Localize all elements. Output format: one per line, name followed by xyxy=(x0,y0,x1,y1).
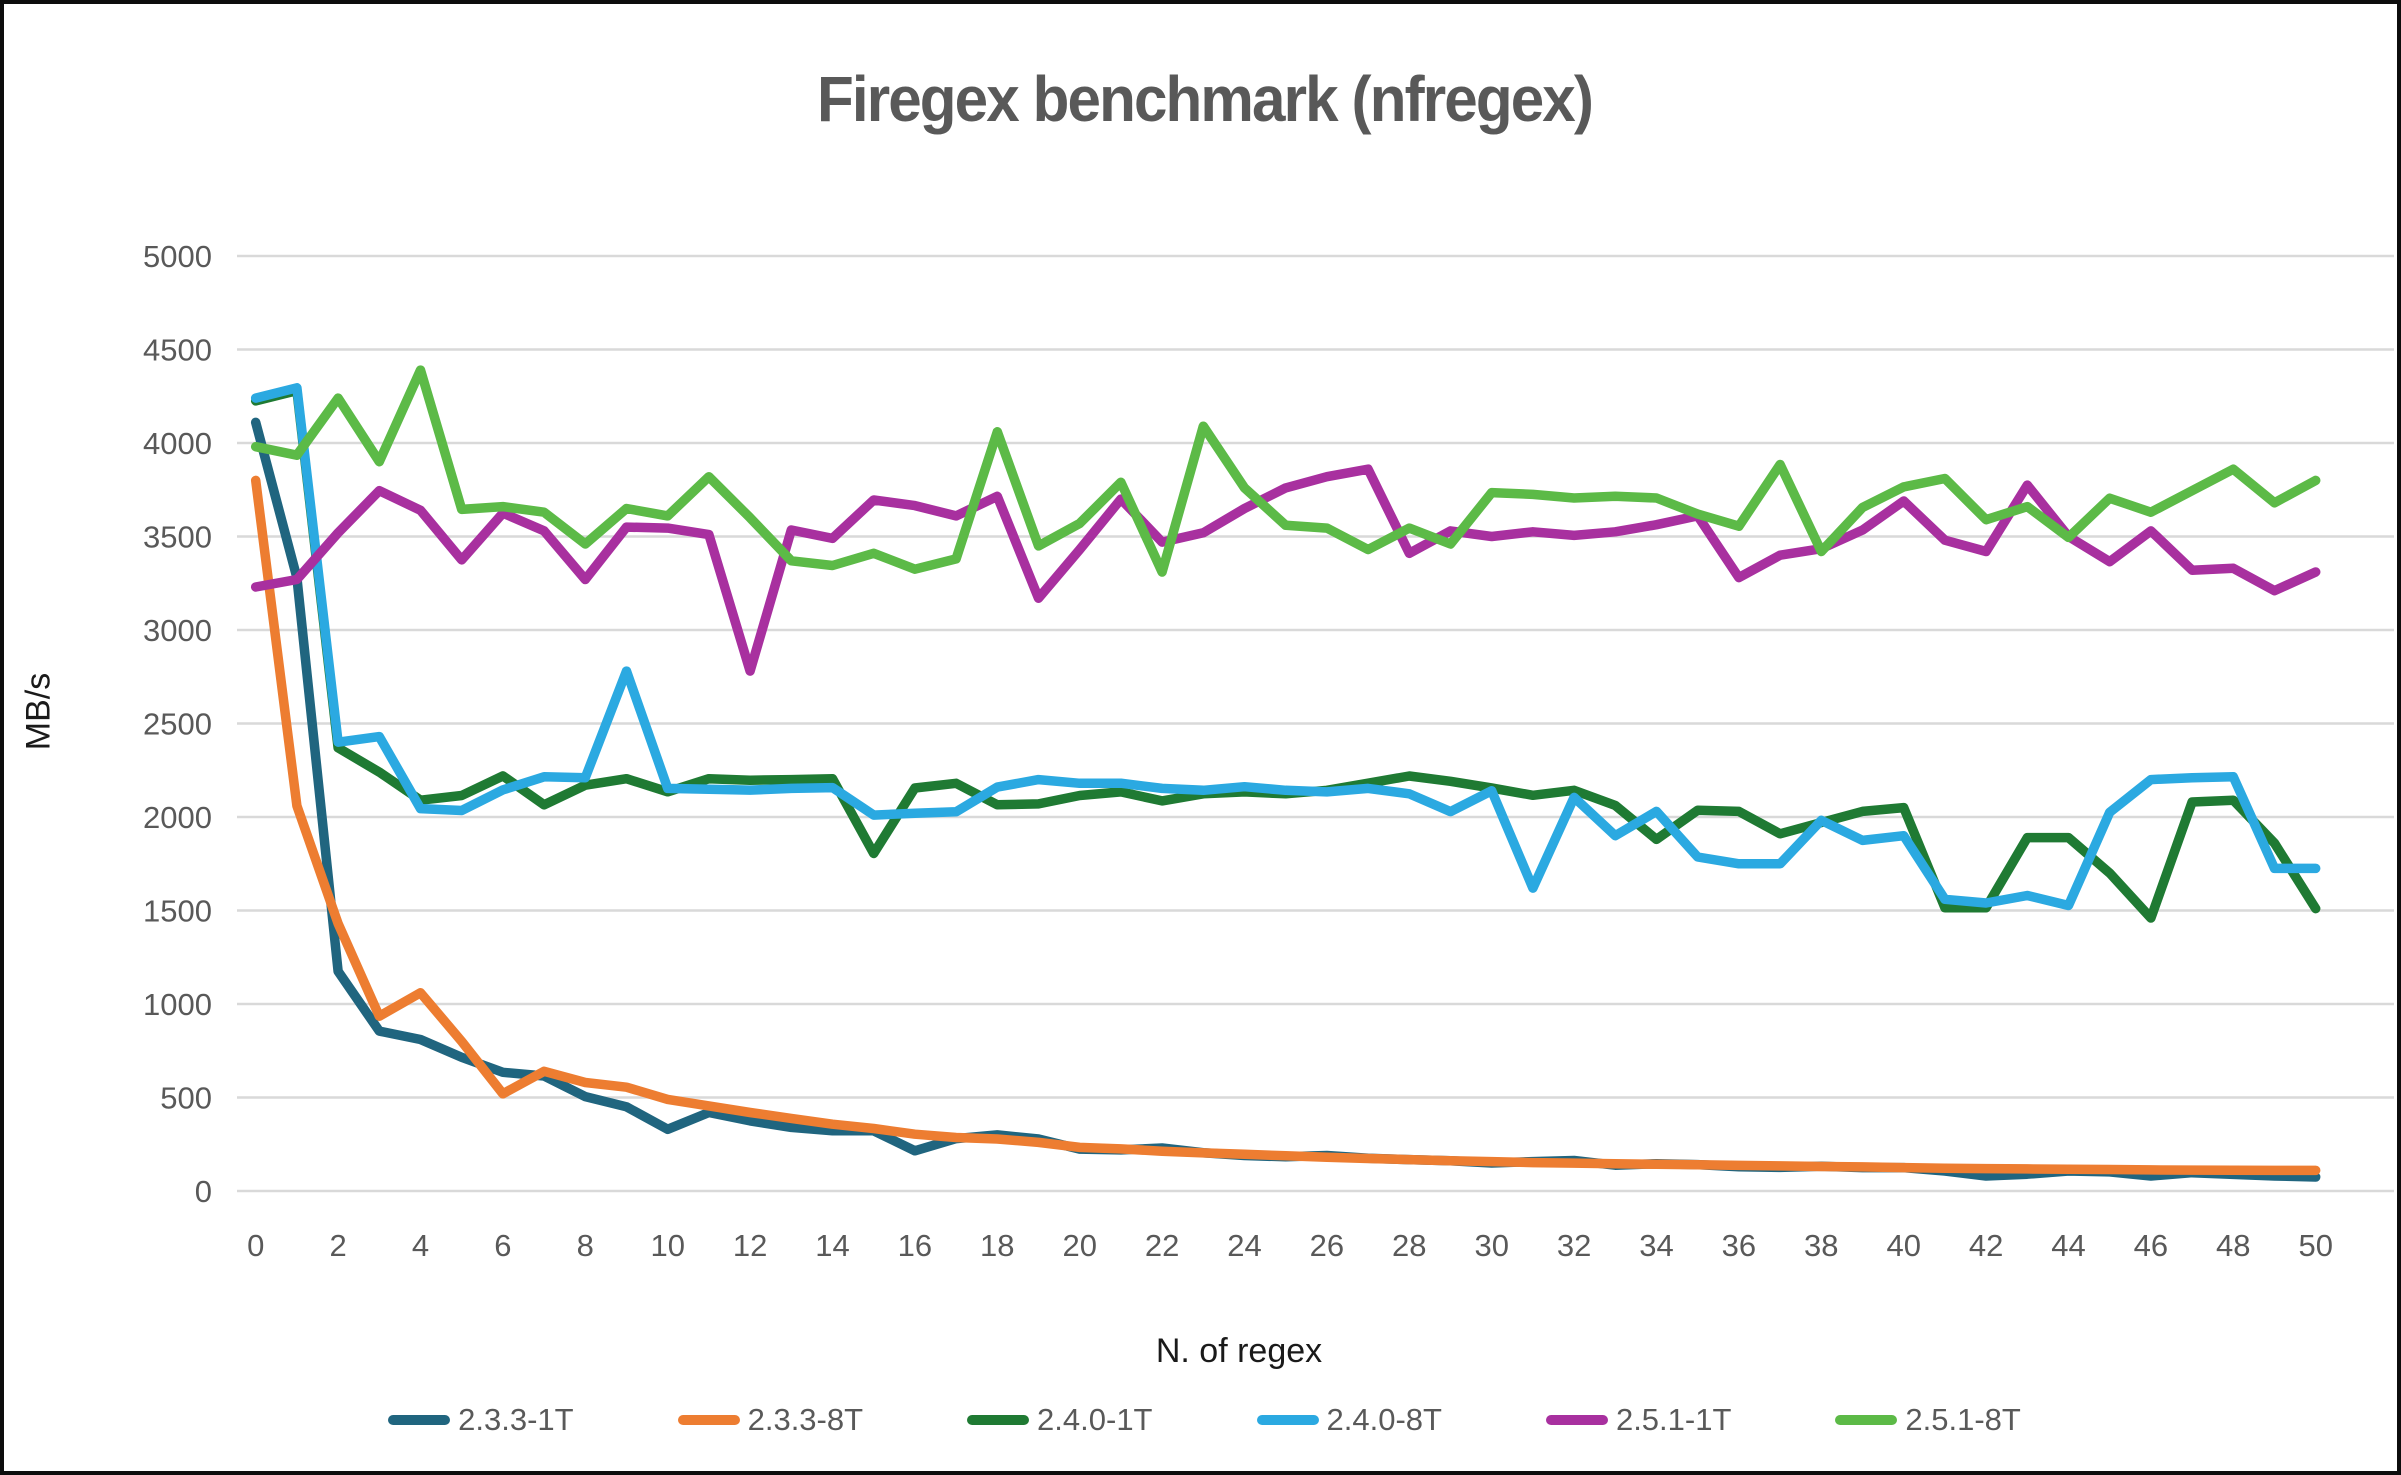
y-tick-label: 1000 xyxy=(143,987,212,1022)
y-tick-label: 2000 xyxy=(143,800,212,835)
legend-label: 2.4.0-8T xyxy=(1326,1402,1442,1437)
series-line-2.5.1-8T xyxy=(250,365,2321,577)
x-tick-label: 6 xyxy=(494,1228,511,1263)
x-tick-label: 32 xyxy=(1557,1228,1591,1263)
x-tick-label: 36 xyxy=(1722,1228,1756,1263)
legend-swatch-icon xyxy=(388,1415,451,1425)
x-tick-label: 2 xyxy=(329,1228,346,1263)
y-tick-label: 4000 xyxy=(143,426,212,461)
legend-item-2.4.0-1T: 2.4.0-1T xyxy=(967,1402,1153,1438)
x-tick-label: 26 xyxy=(1310,1228,1344,1263)
legend-swatch-icon xyxy=(1835,1415,1898,1425)
legend-label: 2.3.3-8T xyxy=(747,1402,864,1437)
legend-swatch-icon xyxy=(1256,1415,1319,1425)
legend-swatch-icon xyxy=(1545,1415,1608,1425)
x-tick-label: 0 xyxy=(247,1228,264,1263)
legend-swatch-icon xyxy=(967,1415,1030,1425)
legend-item-2.3.3-8T: 2.3.3-8T xyxy=(677,1402,864,1438)
x-tick-label: 4 xyxy=(412,1228,429,1263)
legend-item-2.4.0-8T: 2.4.0-8T xyxy=(1256,1402,1442,1438)
x-tick-label: 24 xyxy=(1227,1228,1261,1263)
x-tick-label: 48 xyxy=(2216,1228,2250,1263)
y-axis-title: MB/s xyxy=(19,672,58,751)
legend-item-2.5.1-1T: 2.5.1-1T xyxy=(1545,1402,1732,1438)
y-tick-label: 500 xyxy=(160,1081,212,1116)
x-tick-label: 28 xyxy=(1392,1228,1426,1263)
legend-item-2.3.3-1T: 2.3.3-1T xyxy=(388,1402,574,1438)
x-tick-label: 14 xyxy=(815,1228,849,1263)
legend-swatch-icon xyxy=(677,1415,740,1425)
y-tick-label: 1500 xyxy=(143,894,212,929)
y-tick-label: 3500 xyxy=(143,520,212,555)
x-tick-label: 18 xyxy=(980,1228,1014,1263)
x-tick-label: 20 xyxy=(1062,1228,1096,1263)
legend-label: 2.5.1-8T xyxy=(1905,1402,2021,1437)
y-tick-label: 0 xyxy=(195,1174,212,1209)
x-tick-label: 22 xyxy=(1145,1228,1179,1263)
y-tick-label: 2500 xyxy=(143,707,212,742)
x-tick-label: 12 xyxy=(733,1228,767,1263)
x-tick-label: 46 xyxy=(2134,1228,2168,1263)
y-tick-label: 4500 xyxy=(143,333,212,368)
x-tick-label: 10 xyxy=(650,1228,684,1263)
x-axis-title: N. of regex xyxy=(1155,1332,1323,1370)
legend-label: 2.5.1-1T xyxy=(1615,1402,1732,1437)
x-tick-label: 8 xyxy=(577,1228,594,1263)
series-line-2.3.3-8T xyxy=(250,475,2321,1176)
series-line-2.4.0-8T xyxy=(250,383,2321,911)
x-tick-label: 30 xyxy=(1474,1228,1508,1263)
legend-label: 2.3.3-1T xyxy=(458,1402,574,1437)
x-tick-label: 38 xyxy=(1804,1228,1838,1263)
x-tick-label: 40 xyxy=(1886,1228,1920,1263)
x-tick-label: 50 xyxy=(2298,1228,2332,1263)
chart-title: Firegex benchmark (nfregex) xyxy=(816,63,1594,135)
x-tick-label: 44 xyxy=(2051,1228,2085,1263)
series-line-2.4.0-1T xyxy=(250,385,2321,923)
x-tick-label: 42 xyxy=(1969,1228,2003,1263)
x-tick-label: 34 xyxy=(1639,1228,1673,1263)
legend-label: 2.4.0-1T xyxy=(1037,1402,1153,1437)
series-line-2.5.1-1T xyxy=(250,464,2321,676)
legend-item-2.5.1-8T: 2.5.1-8T xyxy=(1835,1402,2021,1438)
y-tick-label: 3000 xyxy=(143,613,212,648)
legend: 2.3.3-1T 2.3.3-8T 2.4.0-1T 2.4.0-8T 2.5.1-1T… xyxy=(4,1402,2397,1438)
plot-area: 0500100015002000250030003500400045005000… xyxy=(143,239,2394,1263)
y-tick-label: 5000 xyxy=(143,239,212,274)
x-tick-label: 16 xyxy=(898,1228,932,1263)
